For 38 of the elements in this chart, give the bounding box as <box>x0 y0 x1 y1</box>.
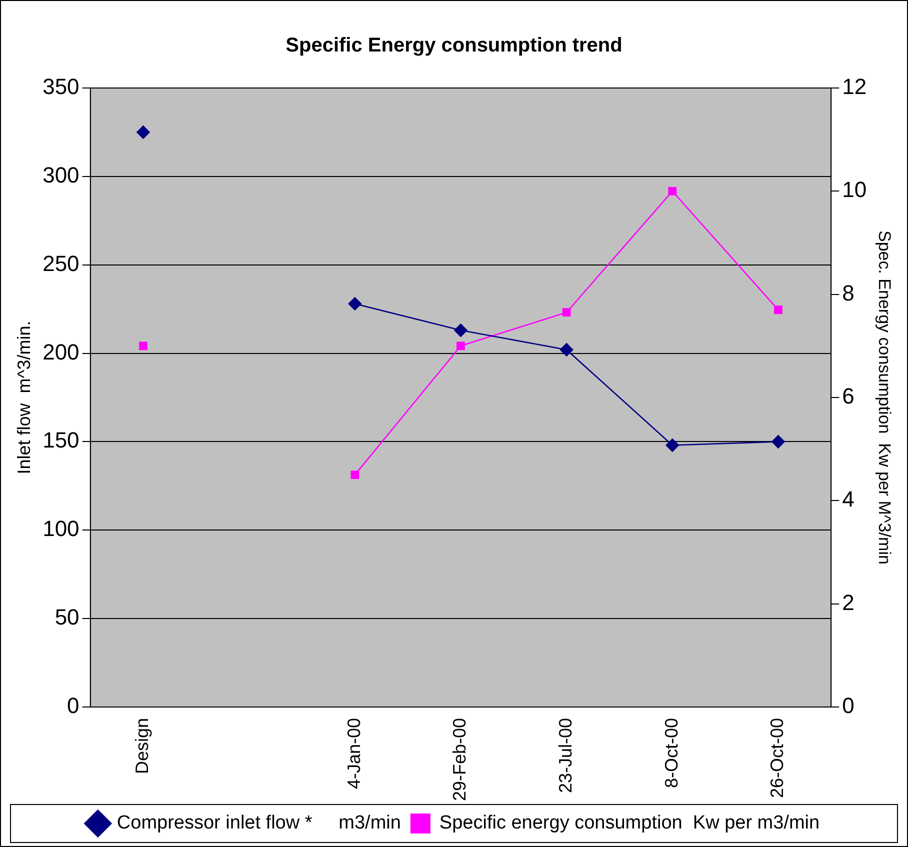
y2-tick-label: 4 <box>842 486 854 512</box>
y-tick-label: 250 <box>42 250 80 276</box>
x-tick-label: 23-Jul-00 <box>556 718 576 793</box>
chart-title: Specific Energy consumption trend <box>286 34 622 57</box>
y2-axis-title: Spec. Energy consumption Kw per M^3/min <box>875 230 894 564</box>
legend-label: Specific energy consumption Kw per m3/min <box>439 812 820 834</box>
legend-label: Compressor inlet flow * m3/min <box>116 812 401 834</box>
y-tick-label: 300 <box>42 162 80 188</box>
point <box>348 297 362 310</box>
y-tick-label: 100 <box>42 516 80 542</box>
x-tick-label: Design <box>132 718 152 774</box>
x-tick-label: 4-Jan-00 <box>344 718 364 789</box>
y2-tick-label: 10 <box>842 177 867 202</box>
point <box>772 435 785 448</box>
point <box>139 342 148 350</box>
y2-tick-label: 2 <box>842 590 854 615</box>
point <box>774 306 782 314</box>
point <box>454 324 468 337</box>
x-tick-label: 29-Feb-00 <box>450 718 470 802</box>
point <box>350 470 360 480</box>
point <box>560 343 574 356</box>
point <box>136 126 150 139</box>
y-tick-label: 200 <box>42 339 80 364</box>
y-axis-title: Inlet flow m^3/min. <box>14 320 34 474</box>
y-tick-label: 0 <box>67 693 80 718</box>
y2-tick-label: 8 <box>842 280 854 306</box>
x-tick-label: 8-Oct-00 <box>661 718 682 788</box>
point <box>456 342 465 350</box>
y2-tick-label: 0 <box>842 693 854 718</box>
point <box>666 438 680 452</box>
point <box>668 186 677 196</box>
y-tick-label: 50 <box>54 604 80 630</box>
x-tick-label: 26-Oct-00 <box>767 718 788 798</box>
point <box>562 308 571 317</box>
y2-tick-label: 6 <box>842 384 854 409</box>
y2-tick-label: 12 <box>842 74 867 100</box>
y-tick-label: 150 <box>42 428 80 453</box>
y-tick-label: 350 <box>42 74 80 100</box>
